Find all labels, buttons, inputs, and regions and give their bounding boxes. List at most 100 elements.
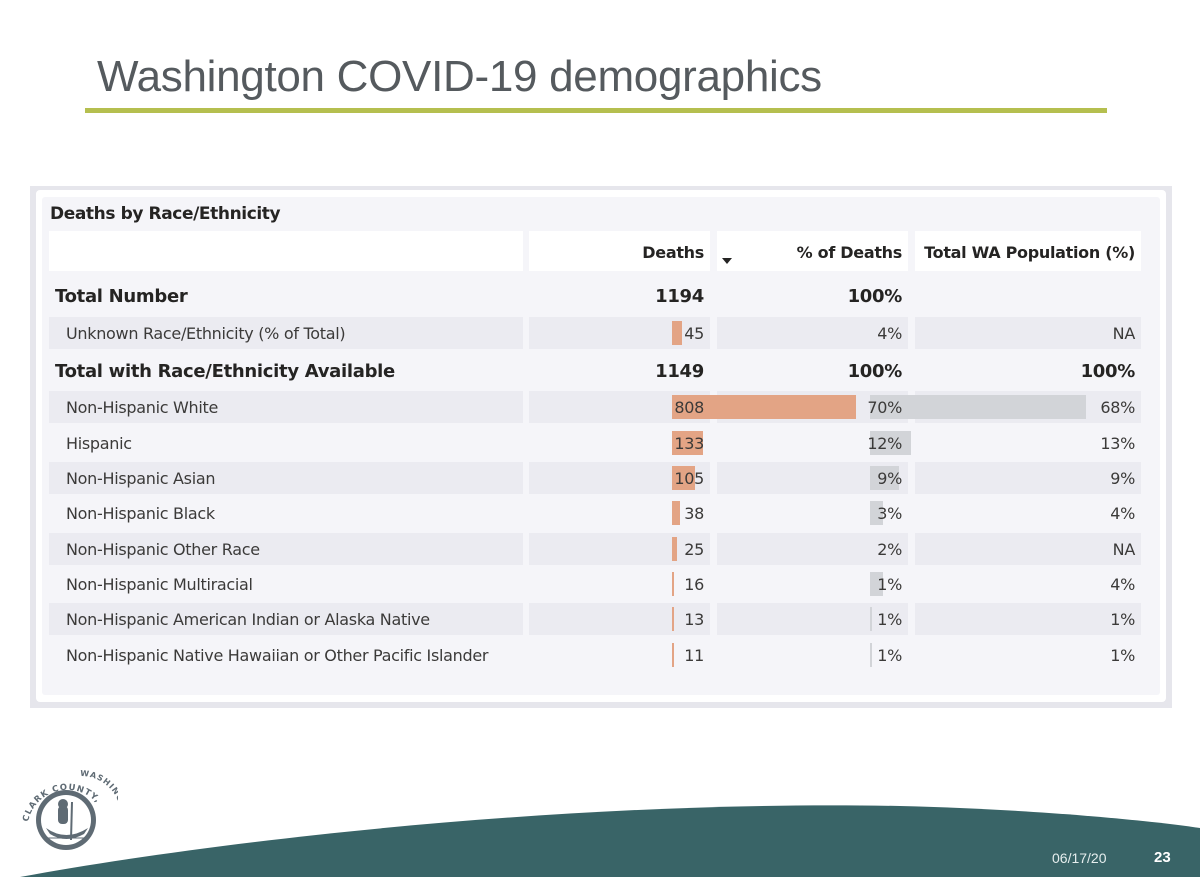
title-underline bbox=[85, 108, 1107, 113]
deaths-value: 133 bbox=[529, 427, 710, 459]
wa-population-databar bbox=[870, 607, 872, 631]
table-row[interactable]: Total with Race/Ethnicity Available 1149 1… bbox=[49, 355, 1141, 387]
pct-deaths-databar bbox=[672, 607, 674, 631]
row-label-text: Hispanic bbox=[66, 433, 132, 453]
wa-population-databar bbox=[870, 643, 872, 667]
slide-title: Washington COVID-19 demographics bbox=[97, 52, 822, 101]
sort-descending-icon[interactable] bbox=[722, 258, 732, 264]
pct-deaths-value: 12% bbox=[717, 427, 908, 459]
wa-population-value: NA bbox=[915, 533, 1141, 565]
column-header-pct-deaths[interactable]: % of Deaths bbox=[717, 231, 908, 271]
row-label-text: Non-Hispanic Other Race bbox=[66, 539, 260, 559]
pct-deaths-value-text: 2% bbox=[877, 539, 902, 559]
deaths-value: 11 bbox=[529, 639, 710, 671]
table-row[interactable]: Unknown Race/Ethnicity (% of Total) 45 4% N… bbox=[49, 317, 1141, 349]
wa-population-value: NA bbox=[915, 317, 1141, 349]
deaths-value-text: 38 bbox=[684, 503, 704, 523]
pct-deaths-value-text: 3% bbox=[877, 503, 902, 523]
pct-deaths-databar bbox=[672, 395, 856, 419]
deaths-value-text: 105 bbox=[674, 468, 704, 488]
wa-population-databar bbox=[870, 466, 899, 490]
wa-population-value-text: 100% bbox=[1080, 360, 1136, 382]
table-row[interactable]: Non-Hispanic Asian 105 9% 9% bbox=[49, 462, 1141, 494]
row-label-text: Total Number bbox=[55, 285, 188, 307]
wa-population-value-text: 68% bbox=[1100, 397, 1135, 417]
wa-population-value: 13% bbox=[915, 427, 1141, 459]
row-label-text: Non-Hispanic White bbox=[66, 397, 219, 417]
wa-population-value-text: 1% bbox=[1110, 609, 1135, 629]
pct-deaths-value-text: 12% bbox=[867, 433, 902, 453]
table-row[interactable]: Non-Hispanic White 808 70% 68% bbox=[49, 391, 1141, 423]
pct-deaths-value: 1% bbox=[717, 603, 908, 635]
deaths-value-text: 11 bbox=[684, 645, 704, 665]
row-label-text: Total with Race/Ethnicity Available bbox=[55, 360, 395, 382]
deaths-value: 1149 bbox=[529, 355, 710, 387]
table-row[interactable]: Non-Hispanic Multiracial 16 1% 4% bbox=[49, 568, 1141, 600]
wa-population-value-text: 4% bbox=[1110, 574, 1135, 594]
wa-population-value: 1% bbox=[915, 603, 1141, 635]
pct-deaths-databar bbox=[672, 501, 680, 525]
row-label: Non-Hispanic American Indian or Alaska N… bbox=[49, 603, 523, 635]
row-label: Unknown Race/Ethnicity (% of Total) bbox=[49, 317, 523, 349]
wa-population-value: 4% bbox=[915, 497, 1141, 529]
wa-population-databar bbox=[870, 501, 883, 525]
row-label: Total Number bbox=[49, 280, 523, 312]
deaths-value-text: 13 bbox=[684, 609, 704, 629]
wa-population-value: 1% bbox=[915, 639, 1141, 671]
deaths-value: 38 bbox=[529, 497, 710, 529]
row-label: Non-Hispanic Native Hawaiian or Other Pa… bbox=[49, 639, 523, 671]
pct-deaths-value: 3% bbox=[717, 497, 908, 529]
row-label: Non-Hispanic Other Race bbox=[49, 533, 523, 565]
deaths-value: 1194 bbox=[529, 280, 710, 312]
table-row[interactable]: Total Number 1194 100% bbox=[49, 280, 1141, 312]
deaths-value: 13 bbox=[529, 603, 710, 635]
pct-deaths-databar bbox=[672, 466, 695, 490]
row-label: Total with Race/Ethnicity Available bbox=[49, 355, 523, 387]
pct-deaths-databar bbox=[672, 431, 703, 455]
pct-deaths-value: 2% bbox=[717, 533, 908, 565]
column-header-label[interactable] bbox=[49, 231, 523, 271]
wa-population-value: 100% bbox=[915, 355, 1141, 387]
row-label-text: Non-Hispanic Multiracial bbox=[66, 574, 253, 594]
wa-population-value-text: 9% bbox=[1110, 468, 1135, 488]
deaths-value-text: 808 bbox=[674, 397, 704, 417]
visual-title: Deaths by Race/Ethnicity bbox=[50, 204, 281, 224]
pct-deaths-value: 100% bbox=[717, 280, 908, 312]
pct-deaths-value: 4% bbox=[717, 317, 908, 349]
wa-population-databar bbox=[870, 431, 911, 455]
pct-deaths-value-text: 100% bbox=[847, 285, 903, 307]
table-row[interactable]: Non-Hispanic Native Hawaiian or Other Pa… bbox=[49, 639, 1141, 671]
pct-deaths-value: 100% bbox=[717, 355, 908, 387]
deaths-value-text: 45 bbox=[684, 323, 704, 343]
row-label: Non-Hispanic Multiracial bbox=[49, 568, 523, 600]
table-row[interactable]: Non-Hispanic Black 38 3% 4% bbox=[49, 497, 1141, 529]
pct-deaths-databar bbox=[672, 537, 677, 561]
pct-deaths-value-text: 4% bbox=[877, 323, 902, 343]
deaths-value: 25 bbox=[529, 533, 710, 565]
footer-wave bbox=[20, 805, 1200, 877]
wa-population-value bbox=[915, 280, 1141, 312]
deaths-value-text: 25 bbox=[684, 539, 704, 559]
wa-population-value: 9% bbox=[915, 462, 1141, 494]
deaths-value-text: 1194 bbox=[655, 285, 704, 307]
slide-page-number: 23 bbox=[1154, 849, 1171, 866]
table-row[interactable]: Non-Hispanic American Indian or Alaska N… bbox=[49, 603, 1141, 635]
slide-date: 06/17/20 bbox=[1052, 850, 1107, 866]
row-label: Non-Hispanic White bbox=[49, 391, 523, 423]
row-label: Non-Hispanic Black bbox=[49, 497, 523, 529]
table-row[interactable]: Non-Hispanic Other Race 25 2% NA bbox=[49, 533, 1141, 565]
pct-deaths-value: 1% bbox=[717, 568, 908, 600]
footer-wave-shape bbox=[20, 805, 1200, 877]
wa-population-value: 4% bbox=[915, 568, 1141, 600]
deaths-value-text: 16 bbox=[684, 574, 704, 594]
deaths-value: 16 bbox=[529, 568, 710, 600]
row-label-text: Unknown Race/Ethnicity (% of Total) bbox=[66, 323, 346, 343]
pct-deaths-value-text: 1% bbox=[877, 645, 902, 665]
pct-deaths-databar bbox=[672, 321, 682, 345]
table-row[interactable]: Hispanic 133 12% 13% bbox=[49, 427, 1141, 459]
column-header-wa-population[interactable]: Total WA Population (%) bbox=[915, 231, 1141, 271]
column-header-deaths[interactable]: Deaths bbox=[529, 231, 710, 271]
wa-population-value-text: 13% bbox=[1100, 433, 1135, 453]
pct-deaths-value-text: 70% bbox=[867, 397, 902, 417]
row-label-text: Non-Hispanic Native Hawaiian or Other Pa… bbox=[66, 645, 489, 665]
